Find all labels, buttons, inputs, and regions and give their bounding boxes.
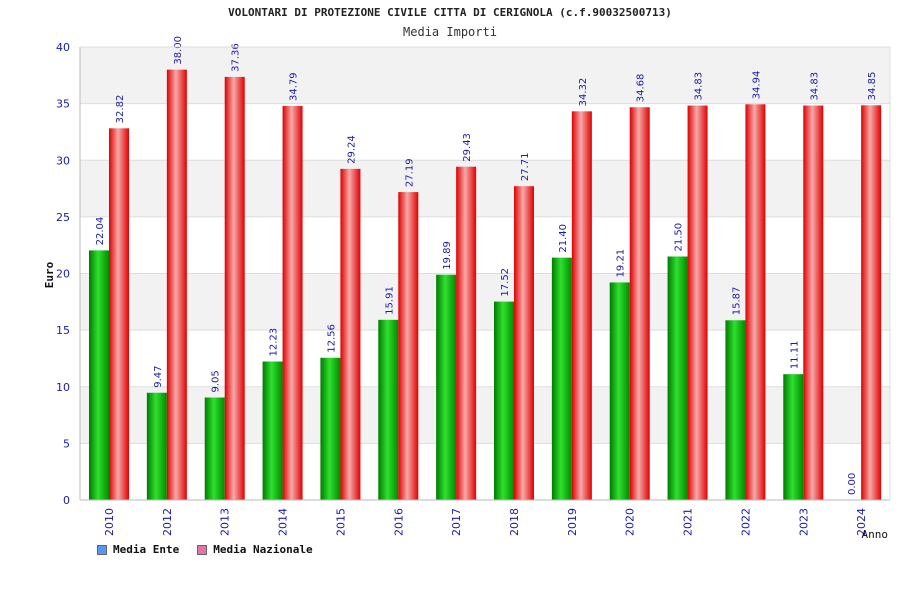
bar-media-ente: [725, 320, 746, 500]
value-label-nazionale: 27.19: [404, 158, 415, 187]
bar-media-nazionale: [398, 192, 419, 501]
value-label-nazionale: 34.83: [694, 72, 705, 101]
legend-swatch-nazionale: [197, 544, 208, 555]
value-label-nazionale: 34.79: [289, 72, 300, 101]
value-label-nazionale: 27.71: [520, 153, 531, 182]
grid-band: [80, 273, 890, 331]
legend-item-ente: Media Ente: [97, 543, 179, 556]
value-label-ente: 9.05: [211, 370, 222, 392]
value-label-ente: 12.23: [269, 328, 280, 357]
x-tick-label: 2019: [566, 508, 579, 536]
value-label-ente: 0.00: [847, 473, 858, 495]
grid-band: [80, 386, 890, 444]
grid-band: [80, 160, 890, 217]
y-tick-label: 25: [56, 211, 70, 224]
bar-media-ente: [89, 250, 109, 500]
value-label-ente: 21.50: [674, 223, 685, 252]
legend-item-nazionale: Media Nazionale: [197, 543, 313, 556]
y-tick-label: 15: [56, 324, 70, 337]
y-tick-label: 5: [63, 437, 70, 450]
x-tick-label: 2015: [334, 508, 347, 536]
value-label-nazionale: 32.82: [115, 95, 126, 124]
x-axis-label: Anno: [862, 528, 889, 541]
legend-label-nazionale: Media Nazionale: [213, 543, 313, 556]
x-tick-label: 2016: [392, 508, 405, 536]
x-tick-label: 2017: [450, 508, 463, 536]
x-tick-label: 2010: [103, 508, 116, 536]
x-tick-label: 2018: [508, 508, 521, 536]
bar-media-nazionale: [166, 69, 187, 501]
legend-swatch-ente: [97, 544, 107, 555]
y-axis-label: Euro: [43, 261, 56, 288]
x-tick-label: 2023: [797, 508, 810, 536]
bar-media-nazionale: [340, 168, 361, 500]
value-label-nazionale: 29.24: [346, 135, 357, 164]
value-label-nazionale: 38.00: [173, 36, 184, 65]
y-tick-label: 35: [56, 98, 70, 111]
legend-label-ente: Media Ente: [113, 543, 180, 556]
bar-media-ente: [146, 392, 167, 500]
x-tick-label: 2014: [277, 508, 290, 536]
bar-media-nazionale: [745, 104, 766, 500]
value-label-nazionale: 34.83: [809, 72, 820, 101]
grid-band: [80, 47, 890, 104]
value-label-ente: 19.21: [616, 249, 627, 278]
x-tick-label: 2022: [739, 508, 752, 536]
value-label-ente: 15.91: [384, 286, 395, 315]
y-tick-label: 20: [56, 268, 70, 281]
bar-media-nazionale: [803, 105, 824, 501]
bar-media-ente: [378, 319, 399, 500]
bar-media-nazionale: [861, 105, 882, 500]
bar-media-ente: [494, 301, 514, 500]
value-label-nazionale: 34.68: [636, 74, 647, 103]
x-tick-label: 2013: [219, 508, 232, 536]
value-label-ente: 21.40: [558, 224, 569, 253]
bar-media-ente: [551, 257, 572, 500]
x-tick-label: 2020: [624, 508, 637, 536]
bar-media-ente: [320, 357, 341, 500]
bar-media-nazionale: [514, 186, 534, 500]
x-tick-label: 2021: [682, 508, 695, 536]
bar-media-ente: [667, 256, 688, 500]
x-tick-label: 2024: [855, 508, 868, 536]
legend: Media Ente Media Nazionale: [97, 543, 313, 556]
value-label-nazionale: 34.32: [578, 78, 589, 107]
x-tick-label: 2012: [161, 508, 174, 536]
value-label-nazionale: 34.85: [867, 72, 878, 101]
value-label-ente: 9.47: [153, 365, 164, 387]
bar-media-nazionale: [109, 128, 129, 500]
bar-media-nazionale: [282, 106, 303, 501]
y-tick-label: 40: [56, 41, 70, 54]
bar-media-ente: [436, 274, 457, 500]
y-tick-label: 30: [56, 154, 70, 167]
chart-subtitle: Media Importi: [403, 25, 497, 39]
bar-media-ente: [783, 374, 804, 500]
value-label-ente: 12.56: [326, 324, 337, 353]
bar-media-ente: [204, 397, 225, 500]
bar-media-ente: [262, 361, 283, 500]
value-label-ente: 11.11: [789, 341, 800, 370]
bar-media-nazionale: [456, 166, 477, 500]
value-label-ente: 15.87: [731, 287, 742, 316]
value-label-ente: 17.52: [500, 268, 511, 297]
bar-media-nazionale: [629, 107, 650, 501]
bar-media-nazionale: [687, 105, 708, 501]
value-label-ente: 19.89: [442, 241, 453, 270]
value-label-nazionale: 34.94: [751, 71, 762, 100]
value-label-nazionale: 37.36: [231, 43, 242, 72]
y-tick-label: 0: [63, 494, 70, 507]
bar-media-ente: [609, 282, 630, 500]
chart-title: VOLONTARI DI PROTEZIONE CIVILE CITTA DI …: [228, 6, 672, 19]
bar-media-nazionale: [571, 111, 592, 501]
bar-media-nazionale: [224, 76, 245, 500]
value-label-ente: 22.04: [95, 217, 106, 246]
y-tick-label: 10: [56, 381, 70, 394]
value-label-nazionale: 29.43: [462, 133, 473, 162]
